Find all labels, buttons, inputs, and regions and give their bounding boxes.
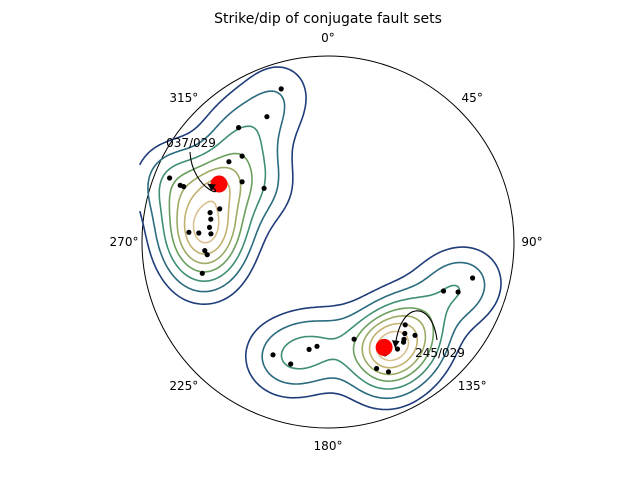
- pole-point: [217, 206, 223, 212]
- azimuth-tick-label: 270°: [110, 235, 139, 249]
- density-contour-line: [176, 166, 427, 376]
- pole-point: [239, 179, 245, 185]
- pole-point: [199, 270, 205, 276]
- pole-point: [206, 224, 213, 230]
- pole-points: [167, 86, 476, 375]
- pole-point: [236, 125, 242, 131]
- pole-point: [470, 275, 476, 281]
- pole-point: [167, 175, 173, 181]
- density-contour-line: [192, 200, 410, 362]
- pole-point: [385, 369, 392, 375]
- pole-point: [204, 252, 210, 258]
- pole-point: [177, 182, 183, 188]
- pole-point: [186, 229, 192, 235]
- annotation-label: 037/029: [166, 136, 216, 150]
- azimuth-tick-label: 90°: [521, 235, 542, 249]
- annotation-arrow: [189, 151, 216, 193]
- pole-point: [270, 352, 276, 358]
- azimuth-tick-label: 0°: [321, 31, 335, 45]
- pole-point: [440, 288, 447, 294]
- pole-point: [412, 332, 418, 338]
- pole-point: [400, 339, 407, 345]
- azimuth-tick-labels: 0° 45° 90° 135° 180° 225° 270° 315°: [110, 31, 543, 453]
- pole-point: [394, 346, 401, 352]
- pole-point: [278, 86, 284, 92]
- annotation-label: 245/029: [415, 346, 465, 360]
- pole-point: [202, 248, 208, 254]
- azimuth-tick-label: 45°: [462, 91, 483, 105]
- azimuth-tick-label: 180°: [314, 439, 343, 453]
- pole-point: [226, 159, 232, 165]
- pole-point: [306, 346, 312, 352]
- pole-point: [288, 361, 294, 367]
- centroid-annotations: 037/029 245/029: [166, 136, 465, 360]
- density-contour-line: [147, 90, 486, 400]
- pole-point: [239, 153, 245, 159]
- pole-point: [261, 185, 267, 191]
- density-contour-line: [139, 66, 502, 411]
- pole-point: [374, 365, 380, 372]
- azimuth-tick-label: 225°: [169, 379, 198, 393]
- density-contour-line: [158, 125, 461, 390]
- primitive-circle: [141, 55, 515, 429]
- centroid-marker: [210, 175, 228, 193]
- pole-point: [402, 322, 408, 328]
- pole-point: [455, 289, 461, 295]
- centroid-marker: [375, 338, 393, 356]
- annotation-arrow: [391, 310, 438, 349]
- pole-point: [207, 210, 213, 216]
- pole-point: [264, 114, 270, 120]
- pole-point: [208, 216, 214, 222]
- azimuth-tick-label: 315°: [169, 91, 198, 105]
- density-contour-line: [168, 152, 435, 382]
- chart-title: Strike/dip of conjugate fault sets: [214, 11, 442, 27]
- pole-point: [314, 343, 320, 349]
- azimuth-tick-label: 135°: [458, 379, 487, 393]
- density-contours: [139, 66, 502, 411]
- pole-point: [402, 330, 408, 337]
- pole-point: [196, 230, 202, 236]
- pole-point: [351, 336, 357, 342]
- pole-point: [208, 231, 214, 237]
